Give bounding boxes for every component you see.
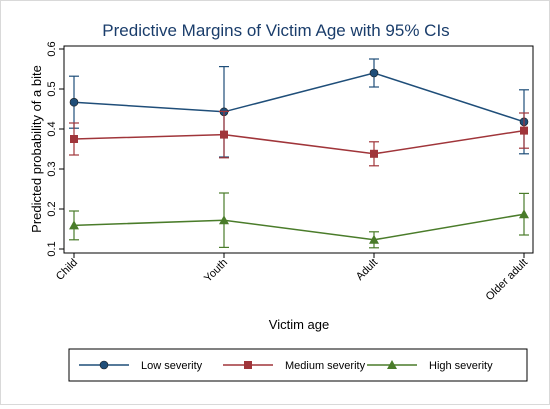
data-point-triangle bbox=[69, 220, 79, 230]
data-point-square bbox=[520, 126, 528, 135]
data-point-triangle bbox=[387, 360, 397, 369]
series-line bbox=[73, 213, 525, 241]
legend-entry-1: Medium severity bbox=[223, 360, 366, 372]
legend: Low severity Medium severity High severity bbox=[79, 360, 493, 372]
x-axis-label: Victim age bbox=[269, 317, 329, 332]
axes: 0.1 0.2 0.3 0.4 0.5 0.6 Child Youth Adult Older a… bbox=[46, 41, 530, 303]
x-tick-label: Adult bbox=[354, 257, 380, 283]
legend-label: Medium severity bbox=[285, 360, 366, 372]
data-point-circle bbox=[69, 97, 79, 107]
x-tick-label: Child bbox=[54, 257, 80, 283]
data-marks bbox=[69, 58, 529, 249]
y-tick-label: 0.3 bbox=[46, 161, 58, 176]
series-line bbox=[73, 72, 525, 123]
y-tick-label: 0.4 bbox=[46, 121, 58, 136]
data-point-circle bbox=[99, 360, 109, 370]
y-axis-label: Predicted probability of a bite bbox=[29, 65, 44, 233]
data-point-triangle bbox=[519, 209, 529, 219]
chart-title: Predictive Margins of Victim Age with 95… bbox=[102, 21, 449, 40]
series-1 bbox=[69, 110, 529, 167]
legend-label: Low severity bbox=[141, 360, 203, 372]
legend-entry-2: High severity bbox=[367, 360, 493, 372]
data-point-square bbox=[370, 149, 378, 158]
series-line bbox=[73, 129, 525, 155]
legend-box bbox=[68, 348, 528, 382]
legend-entry-0: Low severity bbox=[79, 360, 203, 372]
x-tick-label: Older adult bbox=[484, 257, 531, 304]
data-point-circle bbox=[369, 68, 379, 78]
legend-label: High severity bbox=[429, 360, 493, 372]
data-point-triangle bbox=[219, 215, 229, 225]
y-tick-label: 0.2 bbox=[46, 201, 58, 216]
y-tick-label: 0.1 bbox=[46, 241, 58, 256]
y-tick-label: 0.5 bbox=[46, 81, 58, 96]
series-0 bbox=[69, 58, 529, 158]
y-tick-label: 0.6 bbox=[46, 41, 58, 56]
plot-area-frame bbox=[63, 45, 534, 254]
x-tick-label: Youth bbox=[202, 257, 230, 285]
data-point-square bbox=[220, 130, 228, 139]
data-point-triangle bbox=[369, 234, 379, 244]
series-2 bbox=[69, 192, 529, 249]
data-point-square bbox=[244, 361, 252, 369]
data-point-square bbox=[70, 135, 78, 143]
